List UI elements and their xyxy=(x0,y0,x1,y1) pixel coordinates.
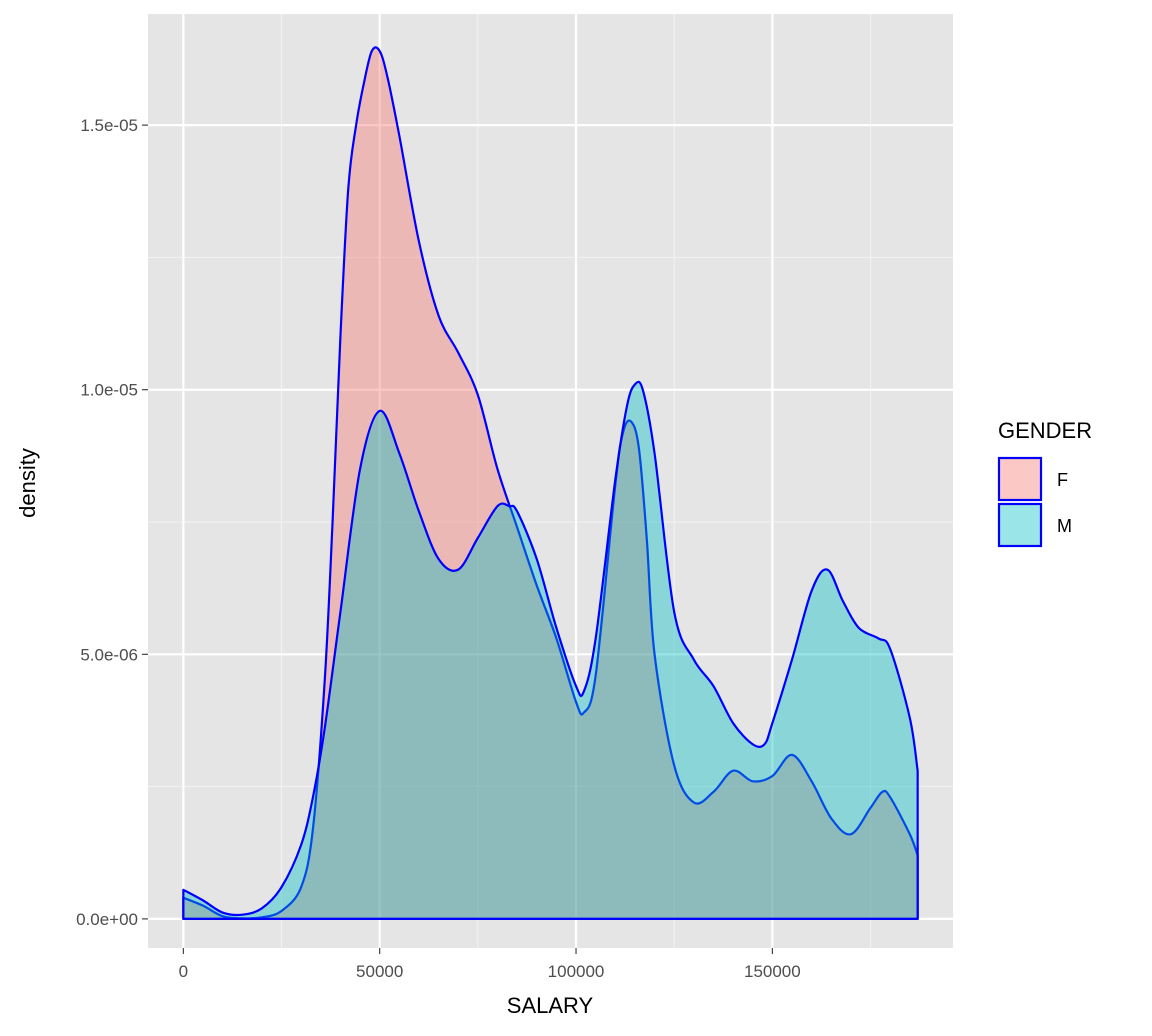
density-area-m xyxy=(182,380,919,920)
legend-key-m xyxy=(997,502,1043,548)
legend: GENDER F M xyxy=(997,418,1092,548)
x-axis: 0 50000 100000 150000 xyxy=(179,948,801,981)
legend-key-f xyxy=(997,456,1043,502)
plot-panel xyxy=(148,14,953,948)
x-tick-label: 150000 xyxy=(744,962,801,981)
x-tick-label: 50000 xyxy=(356,962,403,981)
legend-key-bg xyxy=(999,504,1041,546)
legend-label-m: M xyxy=(1057,516,1072,536)
y-axis: 0.0e+00 5.0e-06 1.0e-05 1.5e-05 xyxy=(76,116,148,929)
legend-title: GENDER xyxy=(998,418,1092,443)
major-grid xyxy=(148,14,953,948)
density-series xyxy=(182,46,919,920)
x-tick-label: 100000 xyxy=(548,962,605,981)
minor-grid xyxy=(148,14,953,948)
y-tick-label: 1.0e-05 xyxy=(80,381,138,400)
legend-label-f: F xyxy=(1057,470,1068,490)
y-tick-label: 5.0e-06 xyxy=(80,645,138,664)
y-tick-label: 0.0e+00 xyxy=(76,910,138,929)
legend-key-bg xyxy=(999,458,1041,500)
y-tick-label: 1.5e-05 xyxy=(80,116,138,135)
x-axis-title: SALARY xyxy=(507,993,594,1018)
density-area-f xyxy=(182,46,919,920)
x-tick-label: 0 xyxy=(179,962,188,981)
y-axis-title: density xyxy=(15,448,40,518)
